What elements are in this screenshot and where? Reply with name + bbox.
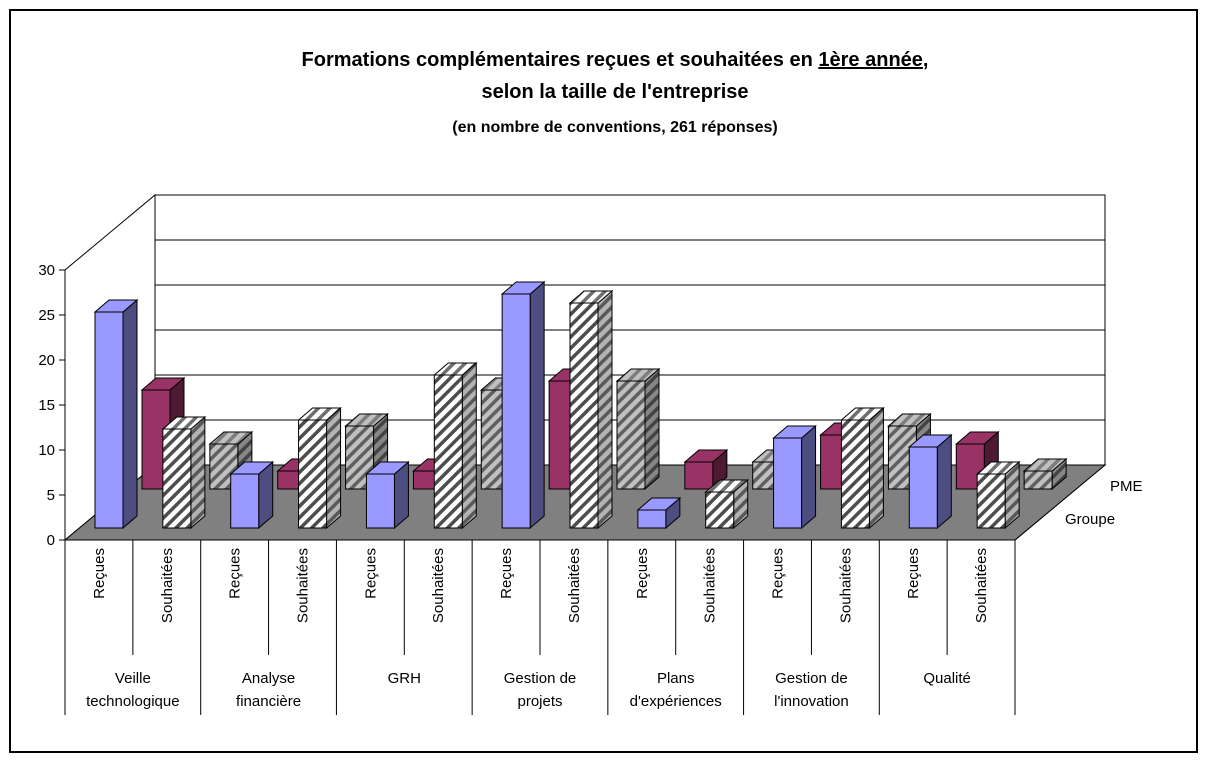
bar xyxy=(568,289,614,530)
group-label: GRH xyxy=(388,670,421,687)
bar xyxy=(229,460,275,530)
bar-side xyxy=(461,361,477,530)
bar-front xyxy=(230,473,260,529)
depth-label: PME xyxy=(1110,478,1143,495)
bar xyxy=(297,406,342,530)
x-tick-label: Reçues xyxy=(91,548,108,599)
title-part: 1ère année xyxy=(818,49,923,71)
y-tick-label: 10 xyxy=(38,442,55,459)
chart-title: Formations complémentaires reçues et sou… xyxy=(302,49,929,71)
chart-title: selon la taille de l'entreprise xyxy=(481,81,748,103)
bar-front xyxy=(365,473,395,529)
x-tick-label: Reçues xyxy=(905,548,922,599)
bar-front xyxy=(162,428,192,529)
group-label: projets xyxy=(517,693,562,710)
bar-front xyxy=(94,311,124,529)
y-tick-label: 15 xyxy=(38,397,55,414)
bar xyxy=(615,367,661,491)
bar xyxy=(93,298,139,530)
bar-side xyxy=(122,298,138,530)
y-tick-label: 25 xyxy=(38,307,55,324)
x-tick-label: Souhaitées xyxy=(430,548,447,623)
bar xyxy=(772,424,817,530)
group-label: Plans xyxy=(657,670,695,687)
x-tick-label: Souhaitées xyxy=(702,548,719,623)
bar xyxy=(161,415,207,530)
depth-label: Groupe xyxy=(1065,511,1115,528)
bar-front xyxy=(501,293,531,529)
bar xyxy=(432,361,478,530)
group-label: Gestion de xyxy=(775,670,848,687)
x-tick-label: Souhaitées xyxy=(159,548,176,623)
y-tick-label: 5 xyxy=(47,487,55,504)
bar-side xyxy=(190,415,206,530)
group-label: technologique xyxy=(86,693,179,710)
group-label: Veille xyxy=(115,670,151,687)
bar-front xyxy=(616,380,646,490)
y-tick-label: 0 xyxy=(47,532,55,549)
bar-side xyxy=(529,280,545,530)
bar xyxy=(840,406,885,530)
bar xyxy=(365,460,410,530)
bar-side xyxy=(936,433,952,530)
bar-front xyxy=(433,374,463,529)
bar-side xyxy=(326,406,342,530)
x-tick-label: Reçues xyxy=(770,548,787,599)
bar-side xyxy=(801,424,817,530)
x-tick-label: Reçues xyxy=(498,548,515,599)
bar-front xyxy=(705,491,735,529)
group-label: Qualité xyxy=(923,670,971,687)
bar xyxy=(704,478,750,530)
bar-front xyxy=(840,419,870,529)
x-tick-label: Souhaitées xyxy=(295,548,312,623)
x-tick-label: Souhaitées xyxy=(566,548,583,623)
bar-front xyxy=(569,302,599,529)
y-tick-label: 30 xyxy=(38,262,55,279)
x-tick-label: Reçues xyxy=(362,548,379,599)
bar xyxy=(907,433,953,530)
x-tick-label: Reçues xyxy=(227,548,244,599)
bar-front xyxy=(976,473,1006,529)
group-label: Gestion de xyxy=(504,670,577,687)
group-label: d'expériences xyxy=(630,693,722,710)
title-part: Formations complémentaires reçues et sou… xyxy=(302,49,819,71)
bar xyxy=(683,448,729,491)
bar-front xyxy=(637,509,667,529)
chart-subtitle: (en nombre de conventions, 261 réponses) xyxy=(452,119,777,136)
bar xyxy=(500,280,546,530)
bar xyxy=(636,496,682,530)
bar-side xyxy=(597,289,613,530)
title-part: , xyxy=(923,49,929,71)
bar-front xyxy=(908,446,938,529)
x-tick-label: Reçues xyxy=(634,548,651,599)
x-tick-label: Souhaitées xyxy=(837,548,854,623)
bar-front xyxy=(684,461,714,490)
group-label: financière xyxy=(236,693,301,710)
bar-front xyxy=(773,437,803,529)
group-label: Analyse xyxy=(242,670,295,687)
bar xyxy=(1022,457,1068,491)
group-label: l'innovation xyxy=(774,693,849,710)
bar-front xyxy=(298,419,328,529)
bar-side xyxy=(644,367,660,491)
bar-front xyxy=(1023,470,1053,490)
bar xyxy=(975,460,1021,530)
y-tick-label: 20 xyxy=(38,352,55,369)
x-tick-label: Souhaitées xyxy=(973,548,990,623)
bar-side xyxy=(868,406,884,530)
